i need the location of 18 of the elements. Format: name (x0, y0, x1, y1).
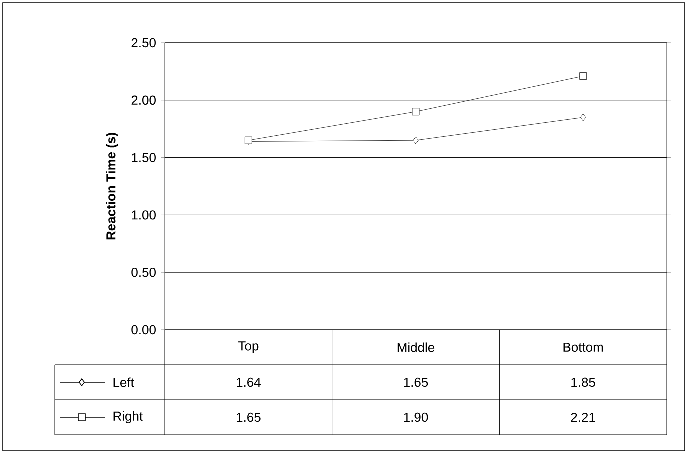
y-tick-label: 0.50 (132, 268, 156, 278)
x-tick-label: Top (238, 342, 259, 354)
y-tick-label: 0.00 (132, 325, 156, 335)
data-label: 1.85 (572, 378, 596, 388)
y-tick-label: 1.00 (132, 210, 156, 220)
data-label: 1.65 (237, 412, 261, 422)
x-tick-label: Middle (398, 342, 435, 352)
data-label: 2.21 (571, 412, 596, 422)
x-tick-label: Bottom (564, 342, 604, 352)
y-axis-title: Reaction Time (s) (106, 133, 118, 240)
y-tick-label: 2.50 (132, 38, 156, 48)
y-tick-label: 2.00 (132, 96, 156, 105)
legend-label: Left (114, 378, 134, 388)
y-tick-label: 1.50 (132, 153, 156, 162)
data-label: 1.65 (404, 378, 428, 388)
data-label: 1.64 (237, 378, 261, 388)
data-label: 1.90 (404, 412, 428, 422)
legend-label: Right (114, 411, 143, 424)
